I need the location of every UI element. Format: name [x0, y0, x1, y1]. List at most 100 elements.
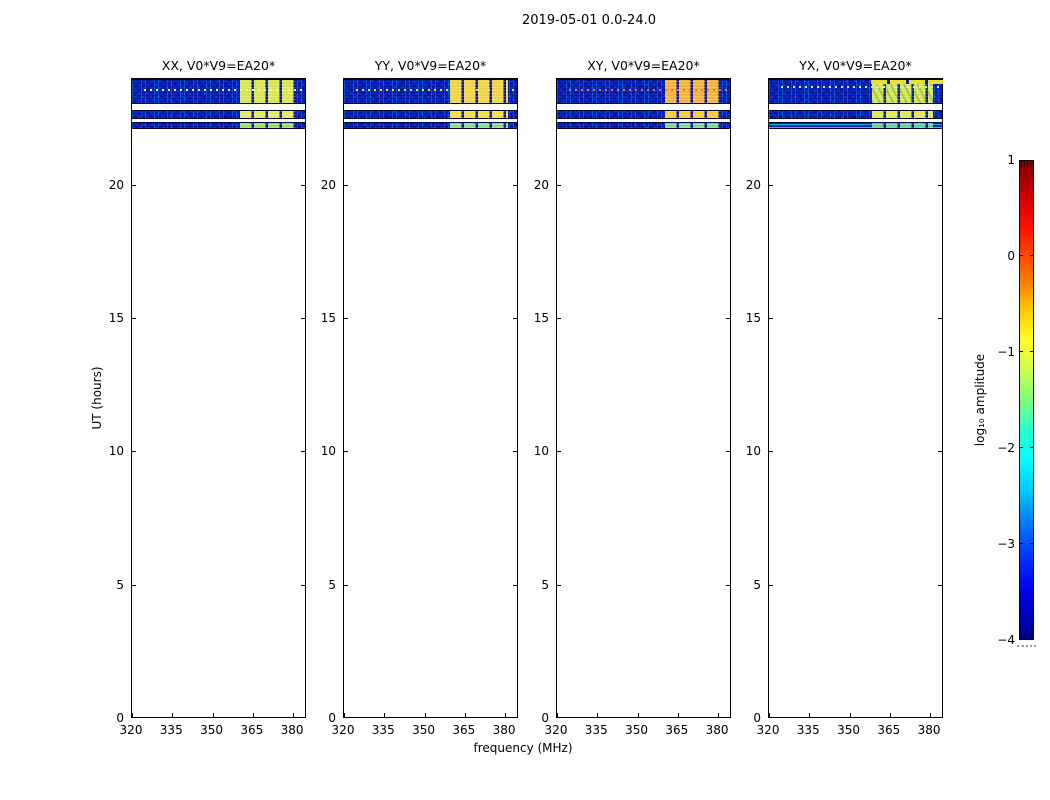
spectrogram-panel-xy	[556, 78, 731, 718]
colorbar-tick-mark	[1019, 351, 1023, 352]
x-tick-label: 320	[119, 723, 143, 737]
rfi-blocks	[450, 110, 509, 118]
x-tick-label: 380	[280, 723, 304, 737]
rfi-dot-line	[781, 85, 942, 88]
y-tick-label: 20	[533, 177, 549, 192]
y-tick-mark	[301, 451, 305, 453]
y-tick-label: 20	[320, 177, 336, 192]
y-tick-mark	[513, 184, 517, 186]
x-tick-label: 365	[240, 723, 264, 737]
y-tick-mark	[301, 318, 305, 319]
x-tick-label: 350	[625, 723, 648, 737]
colorbar-tick-label: 0	[1007, 249, 1015, 263]
x-tick-mark	[132, 713, 133, 717]
y-tick-mark	[726, 451, 730, 453]
x-tick-label: 380	[492, 723, 516, 737]
x-tick-mark	[424, 713, 426, 717]
colorbar-tick-label: −2	[997, 441, 1015, 455]
colorbar-tick-label: 1	[1007, 153, 1015, 167]
x-tick-mark	[252, 713, 254, 717]
x-tick-label: 350	[200, 723, 223, 737]
x-tick-label: 320	[331, 723, 355, 737]
y-tick-label: 0	[541, 711, 549, 725]
x-tick-label: 320	[544, 723, 568, 737]
y-tick-mark	[344, 584, 348, 586]
y-tick-mark	[938, 184, 942, 186]
spectrogram-band	[132, 109, 305, 119]
y-tick-mark	[769, 318, 773, 319]
y-tick-mark	[344, 318, 348, 319]
y-tick-label: 20	[745, 177, 761, 192]
colorbar-tick-mark	[1019, 255, 1023, 256]
figure-title: 2019-05-01 0.0-24.0	[522, 13, 656, 28]
colorbar-under-dots	[1017, 645, 1036, 647]
y-tick-mark	[132, 451, 136, 453]
x-tick-label: 320	[756, 723, 780, 737]
spectrogram-band	[344, 121, 517, 129]
y-tick-label: 15	[745, 311, 761, 325]
x-tick-mark	[172, 713, 174, 717]
x-tick-mark	[769, 713, 770, 717]
rfi-dot-line	[144, 89, 305, 92]
spectrogram-band	[132, 79, 305, 105]
colorbar-frame	[1019, 160, 1034, 640]
spectrogram-panel-yy	[343, 78, 518, 718]
spectrogram-panel-xx	[131, 78, 306, 718]
panel-title: YY, V0*V9=EA20*	[374, 58, 487, 73]
spectrogram-panel-yx	[768, 78, 944, 718]
colorbar-clim-hatch	[1021, 633, 1032, 639]
y-tick-mark	[513, 318, 517, 319]
y-tick-label: 10	[108, 444, 124, 459]
y-tick-label: 10	[320, 444, 336, 459]
y-tick-mark	[513, 451, 517, 453]
rfi-blocks	[665, 80, 722, 104]
y-tick-label: 15	[108, 311, 124, 325]
y-tick-mark	[132, 318, 136, 319]
x-tick-label: 335	[796, 723, 820, 737]
x-axis-label: frequency (MHz)	[473, 741, 573, 755]
x-tick-label: 350	[412, 723, 435, 737]
rfi-blocks	[665, 122, 722, 128]
y-tick-mark	[769, 584, 773, 586]
x-tick-label: 365	[452, 723, 476, 737]
x-tick-mark	[557, 713, 558, 717]
x-tick-label: 365	[877, 723, 901, 737]
y-tick-mark	[557, 318, 561, 319]
x-tick-mark	[889, 713, 891, 717]
colorbar-tick-mark	[1030, 543, 1034, 544]
y-tick-label: 15	[533, 311, 549, 325]
spectrogram-band	[769, 109, 942, 119]
colorbar-tick-label: −1	[997, 345, 1015, 359]
y-tick-label: 10	[745, 444, 761, 459]
x-tick-mark	[718, 713, 720, 717]
x-tick-mark	[637, 713, 639, 717]
x-tick-mark	[930, 713, 932, 717]
rfi-dot-line	[356, 89, 517, 92]
colorbar-tick-label: −4	[997, 633, 1015, 647]
y-tick-mark	[344, 451, 348, 453]
spectrogram-band	[344, 109, 517, 119]
spectrogram-band	[769, 121, 942, 129]
x-tick-label: 380	[705, 723, 729, 737]
y-tick-label: 10	[533, 444, 549, 459]
colorbar-clim-hatch	[1021, 161, 1032, 167]
y-tick-label: 0	[116, 711, 124, 725]
colorbar-tick-label: −3	[997, 537, 1015, 551]
x-tick-mark	[384, 713, 386, 717]
spectrogram-band	[344, 79, 517, 105]
panel-title: XX, V0*V9=EA20*	[161, 58, 276, 73]
y-tick-label: 5	[116, 577, 124, 592]
rfi-top-strip	[870, 80, 944, 84]
y-tick-mark	[557, 451, 561, 453]
x-tick-mark	[849, 713, 851, 717]
colorbar-gradient	[1020, 161, 1033, 639]
y-tick-label: 15	[320, 311, 336, 325]
rfi-blocks	[872, 110, 934, 118]
x-tick-label: 335	[371, 723, 395, 737]
y-tick-mark	[301, 584, 305, 586]
spectrogram-band	[557, 79, 730, 105]
y-tick-mark	[938, 318, 942, 319]
x-tick-label: 350	[837, 723, 860, 737]
x-tick-label: 365	[665, 723, 689, 737]
rfi-blocks	[240, 110, 297, 118]
